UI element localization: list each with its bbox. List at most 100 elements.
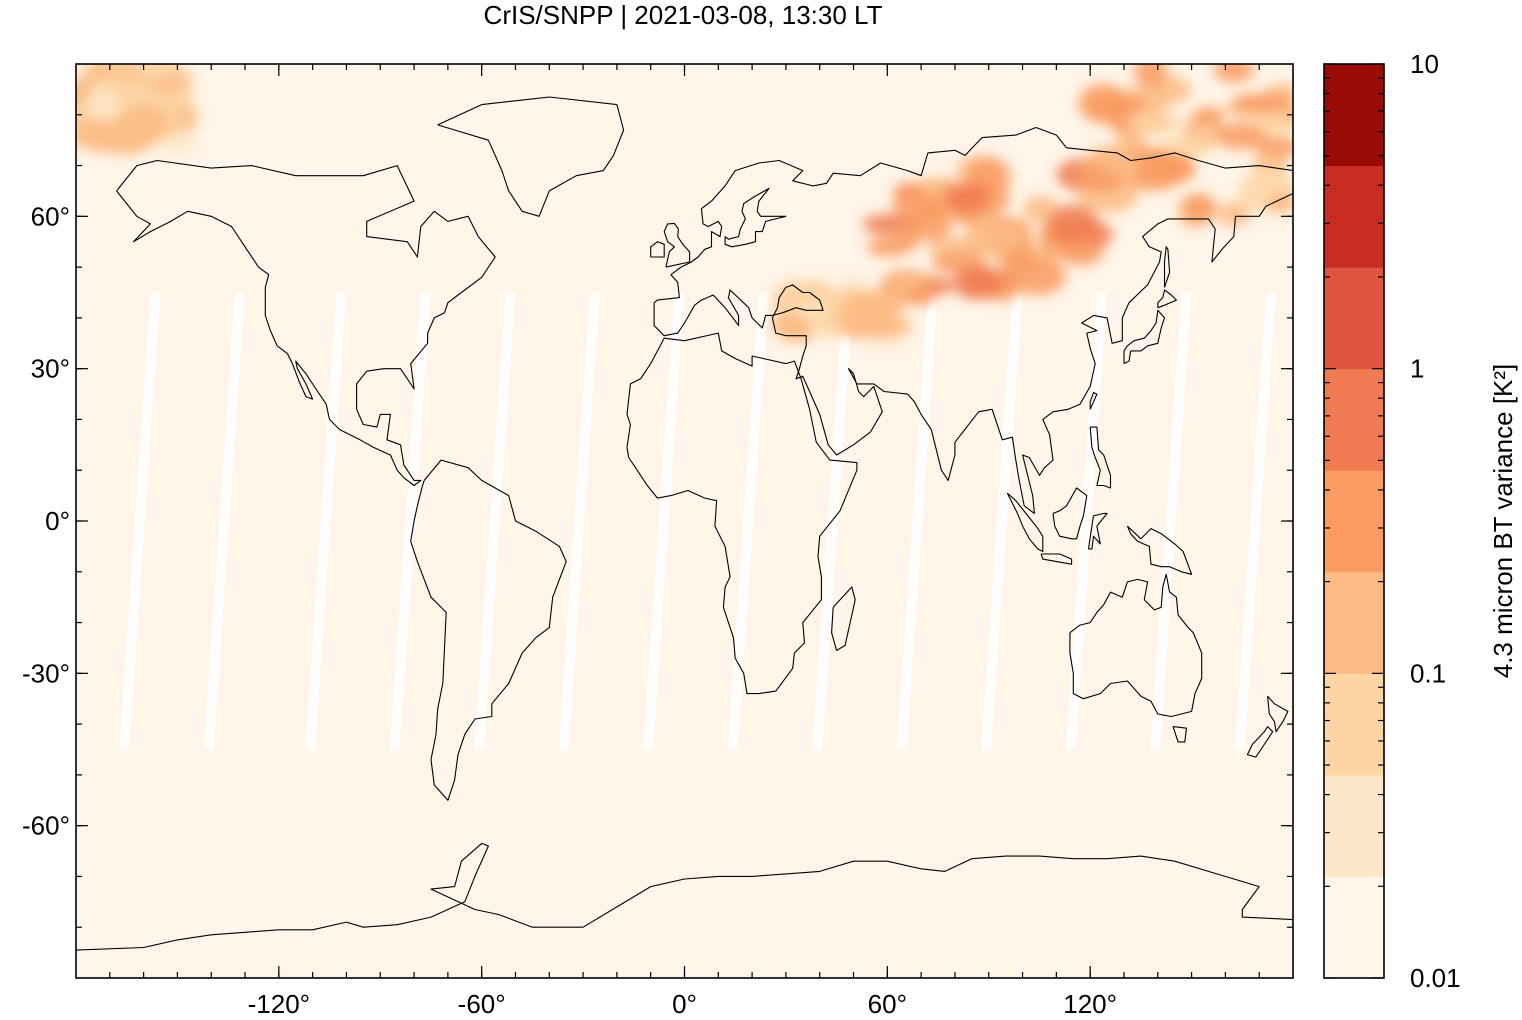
coastline — [1087, 512, 1108, 550]
colorbar-swatch — [1324, 267, 1384, 370]
variance-field — [76, 64, 1293, 349]
colorbar-swatch — [1324, 876, 1384, 979]
y-tick-label: -30° — [22, 658, 70, 688]
coastline — [1069, 573, 1203, 718]
variance-cell — [1255, 137, 1293, 158]
coastline — [1052, 487, 1088, 540]
colorbar-label: 4.3 micron BT variance [K²] — [1488, 364, 1518, 679]
coastline — [650, 241, 665, 258]
variance-cell — [796, 279, 831, 309]
colorbar-swatch — [1324, 571, 1384, 674]
y-tick-label: 0° — [45, 506, 70, 536]
y-axis-ticks: 60° 30° 0° -30° -60° — [22, 114, 1293, 928]
variance-cell — [1193, 106, 1225, 125]
coastline — [1089, 426, 1112, 489]
coastline — [1089, 391, 1098, 410]
coastline — [653, 126, 1293, 514]
orbit-gap-swath — [558, 292, 600, 750]
variance-cell — [76, 117, 113, 149]
colorbar-swatch — [1324, 368, 1384, 471]
colorbar-tick-label: 1 — [1410, 354, 1424, 384]
variance-cell — [1213, 64, 1254, 83]
orbit-gaps — [119, 292, 1276, 750]
x-tick-label: 0° — [672, 989, 697, 1019]
colorbar-swatches — [1324, 64, 1384, 979]
orbit-gap-swath — [727, 292, 769, 750]
coastline — [1163, 246, 1171, 288]
x-tick-label: -120° — [248, 989, 310, 1019]
orbit-gap-swath — [643, 292, 685, 750]
colorbar-swatch — [1324, 774, 1384, 877]
coastline — [116, 159, 496, 487]
colorbar-ticks: 10 1 0.1 0.01 — [1324, 49, 1461, 993]
colorbar-tick-label: 0.1 — [1410, 658, 1446, 688]
variance-cell — [1085, 93, 1149, 119]
coastline — [437, 96, 625, 217]
coastline — [1040, 553, 1073, 565]
variance-cell — [845, 290, 907, 318]
variance-cell — [884, 274, 924, 294]
variance-cell — [895, 213, 924, 250]
x-tick-label: -60° — [458, 989, 506, 1019]
variance-cell — [784, 312, 813, 343]
colorbar-frame — [1323, 63, 1385, 979]
orbit-gap-swath — [981, 292, 1023, 750]
coastline — [1157, 289, 1177, 309]
variance-cell — [1047, 204, 1099, 243]
variance-cell — [919, 177, 949, 198]
orbit-gap-swath — [389, 292, 431, 750]
orbit-gap-swath — [1065, 292, 1107, 750]
map-plot-area: -120° -60° 0° 60° 120° 60° 30° 0° -30° -60° — [22, 63, 1294, 1019]
coastline — [1267, 695, 1289, 733]
colorbar-tick-label: 0.01 — [1410, 963, 1461, 993]
coastline — [1123, 309, 1166, 365]
coastline — [663, 222, 691, 268]
coastline — [1006, 492, 1044, 553]
variance-cell — [1100, 155, 1140, 177]
orbit-gap-swath — [203, 292, 245, 750]
coastline — [1172, 726, 1188, 743]
y-tick-label: 30° — [31, 354, 70, 384]
variance-cell — [115, 105, 170, 145]
chart-title: CrIS/SNPP | 2021-03-08, 13:30 LT — [484, 0, 883, 30]
variance-cell — [1182, 193, 1217, 224]
orbit-gap-swath — [1234, 292, 1276, 750]
variance-cell — [133, 64, 179, 79]
variance-cell — [1265, 191, 1293, 214]
x-tick-label: 60° — [868, 989, 907, 1019]
variance-cell — [1134, 64, 1168, 89]
coastline — [626, 332, 858, 695]
orbit-gap-swath — [812, 292, 854, 750]
variance-cell — [852, 314, 905, 334]
variance-cell — [1217, 201, 1250, 228]
variance-cell — [1231, 92, 1293, 112]
coastline — [76, 842, 1293, 951]
coastline — [724, 187, 787, 248]
coastline — [831, 586, 856, 652]
orbit-gap-swath — [474, 292, 516, 750]
coastline — [410, 459, 567, 801]
variance-cell — [1127, 109, 1179, 137]
orbit-gap-swath — [896, 292, 938, 750]
y-tick-label: 60° — [31, 201, 70, 231]
variance-cell — [84, 86, 118, 121]
colorbar-tick-label: 10 — [1410, 49, 1439, 79]
variance-cell — [943, 182, 990, 212]
colorbar: 10 1 0.1 0.01 4.3 micron BT variance [K²] — [1323, 49, 1518, 993]
colorbar-swatch — [1324, 64, 1384, 167]
variance-cell — [952, 266, 1001, 300]
orbit-gap-swath — [305, 292, 347, 750]
x-axis-ticks: -120° -60° 0° 60° 120° — [109, 64, 1260, 1019]
colorbar-swatch — [1324, 673, 1384, 776]
y-tick-label: -60° — [22, 811, 70, 841]
variance-cell — [964, 222, 1025, 256]
orbit-gap-swath — [1150, 292, 1192, 750]
coastline — [1246, 726, 1274, 758]
orbit-gap-swath — [119, 292, 161, 750]
colorbar-swatch — [1324, 470, 1384, 573]
x-tick-label: 120° — [1063, 989, 1117, 1019]
coastlines — [76, 96, 1293, 951]
variance-cell — [1151, 153, 1197, 184]
colorbar-swatch — [1324, 165, 1384, 268]
